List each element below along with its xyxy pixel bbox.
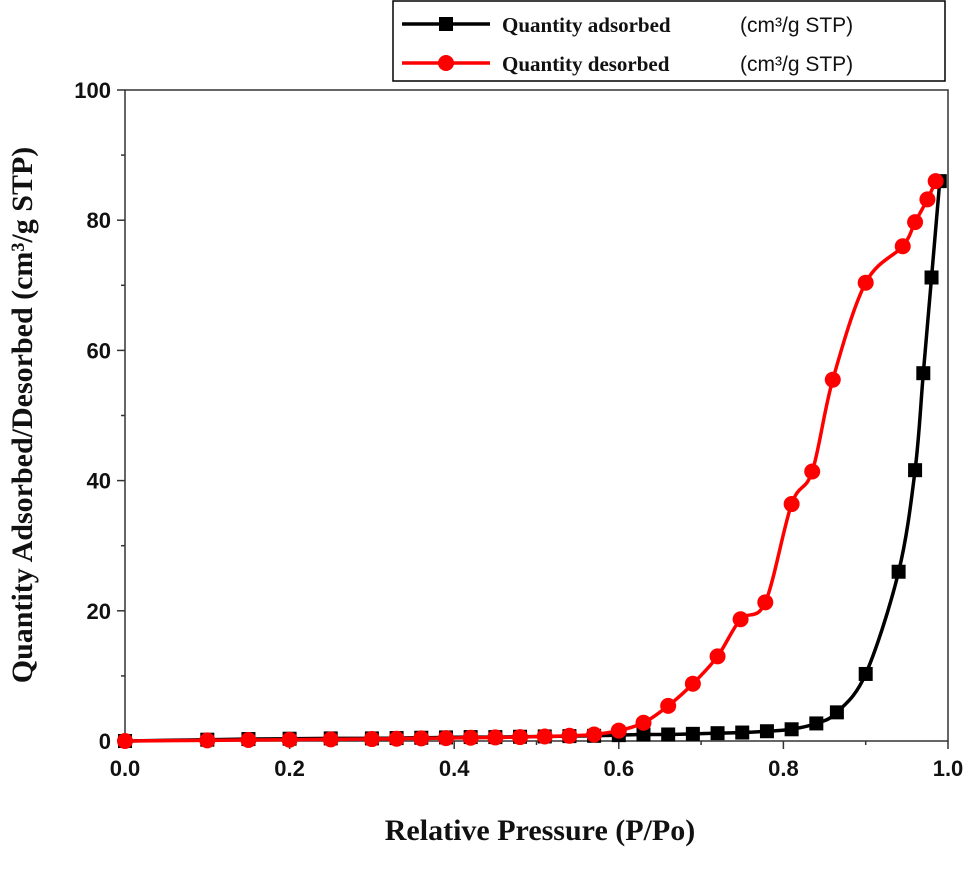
desorbed-point xyxy=(610,722,627,739)
x-tick-label: 0.0 xyxy=(110,756,141,781)
y-tick-label: 0 xyxy=(99,729,111,754)
y-tick-label: 40 xyxy=(87,469,111,494)
adsorbed-point xyxy=(710,726,725,741)
legend-desorbed-unit: (cm³/g STP) xyxy=(740,53,853,76)
desorbed-point xyxy=(586,726,603,743)
series-line-desorbed xyxy=(124,180,938,743)
desorbed-point xyxy=(635,714,652,731)
adsorbed-point xyxy=(685,726,700,741)
legend-adsorbed-unit: (cm³/g STP) xyxy=(740,14,853,37)
desorbed-point xyxy=(536,728,553,745)
legend: Quantity adsorbed (cm³/g STP) Quantity d… xyxy=(392,0,946,82)
desorbed-point xyxy=(561,727,578,744)
desorbed-point xyxy=(512,729,529,746)
x-tick-label: 1.0 xyxy=(933,756,964,781)
adsorbed-point xyxy=(759,724,774,739)
legend-adsorbed-label: Quantity adsorbed xyxy=(502,13,671,37)
adsorbed-point xyxy=(636,727,651,742)
desorbed-point xyxy=(199,732,216,749)
desorbed-point xyxy=(824,371,841,388)
desorbed-point xyxy=(462,729,479,746)
legend-desorbed-marker xyxy=(438,55,454,71)
y-tick-label: 60 xyxy=(87,338,111,363)
desorbed-point xyxy=(907,214,924,231)
desorbed-point xyxy=(437,730,454,747)
adsorbed-point xyxy=(784,722,799,737)
desorbed-point xyxy=(894,238,911,255)
adsorbed-point xyxy=(829,705,844,720)
desorbed-point xyxy=(684,675,701,692)
desorbed-point xyxy=(732,611,749,628)
x-axis-label: Relative Pressure (P/Po) xyxy=(385,814,695,847)
desorbed-point xyxy=(927,173,944,190)
desorbed-point xyxy=(363,731,380,748)
adsorbed-point xyxy=(809,716,824,731)
y-tick-label: 100 xyxy=(74,78,111,103)
desorbed-point xyxy=(660,697,677,714)
desorbed-point xyxy=(757,594,774,611)
x-tick-label: 0.8 xyxy=(768,756,799,781)
desorbed-point xyxy=(709,648,726,665)
adsorbed-point xyxy=(924,270,939,285)
x-tick-label: 0.4 xyxy=(439,756,470,781)
legend-desorbed-label: Quantity desorbed xyxy=(502,52,670,76)
series-line-adsorbed xyxy=(124,180,942,743)
desorbed-point xyxy=(857,274,874,291)
desorbed-point xyxy=(240,732,257,749)
y-axis-label: Quantity Adsorbed/Desorbed (cm³/g STP) xyxy=(6,147,39,684)
adsorbed-point xyxy=(735,725,750,740)
desorbed-point xyxy=(487,729,504,746)
desorbed-point xyxy=(919,191,936,208)
desorbed-point xyxy=(413,730,430,747)
desorbed-point xyxy=(804,463,821,480)
y-tick-label: 20 xyxy=(87,599,111,624)
desorbed-point xyxy=(117,733,133,749)
x-tick-label: 0.6 xyxy=(604,756,635,781)
desorbed-point xyxy=(281,731,298,748)
adsorbed-point xyxy=(661,727,676,742)
desorbed-point xyxy=(783,496,800,513)
legend-adsorbed-marker xyxy=(439,17,453,31)
adsorbed-point xyxy=(858,666,873,681)
adsorbed-point xyxy=(908,463,923,478)
desorbed-point xyxy=(322,731,339,748)
x-tick-label: 0.2 xyxy=(274,756,305,781)
adsorbed-point xyxy=(891,564,906,579)
adsorbed-point xyxy=(916,366,931,381)
desorbed-point xyxy=(388,730,405,747)
y-tick-label: 80 xyxy=(87,208,111,233)
